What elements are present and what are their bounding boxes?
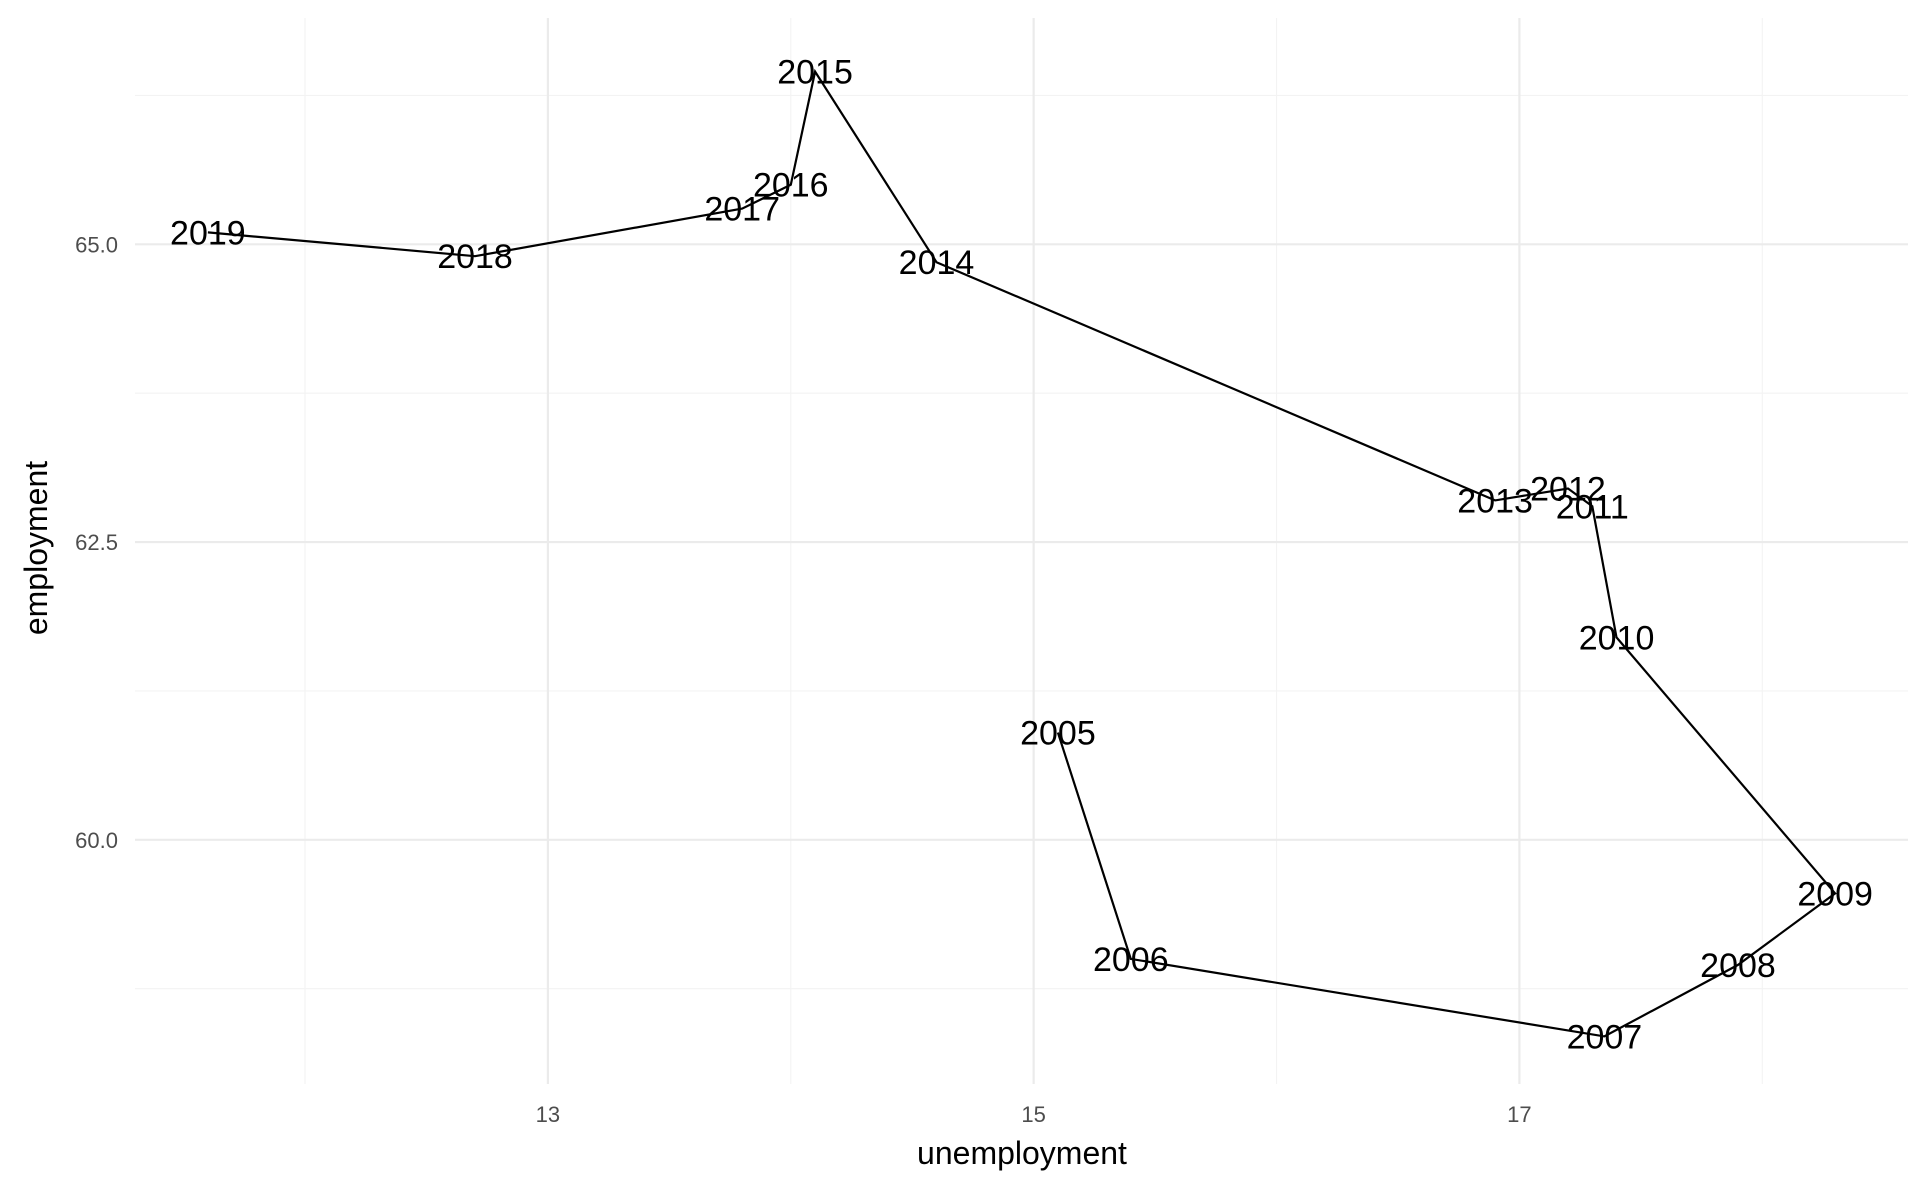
y-axis-tick-labels: 60.0 62.5 65.0 bbox=[75, 232, 118, 853]
point-label-2014: 2014 bbox=[899, 244, 975, 282]
x-axis-title: unemployment bbox=[917, 1135, 1127, 1171]
point-label-2009: 2009 bbox=[1797, 875, 1873, 913]
y-tick-label: 60.0 bbox=[75, 828, 118, 853]
point-label-2006: 2006 bbox=[1093, 941, 1169, 979]
point-label-2005: 2005 bbox=[1020, 715, 1096, 753]
point-label-2013: 2013 bbox=[1457, 482, 1533, 520]
x-axis-tick-labels: 13 15 17 bbox=[536, 1102, 1532, 1127]
series-line bbox=[207, 68, 1837, 1038]
point-label-2015: 2015 bbox=[777, 54, 853, 92]
point-label-2010: 2010 bbox=[1579, 619, 1655, 657]
y-tick-label: 62.5 bbox=[75, 530, 118, 555]
point-label-2011: 2011 bbox=[1556, 488, 1629, 526]
y-tick-label: 65.0 bbox=[75, 232, 118, 257]
minor-gridlines bbox=[135, 18, 1908, 1084]
point-label-2007: 2007 bbox=[1567, 1018, 1643, 1056]
point-label-2012: 2012 bbox=[1530, 470, 1606, 508]
y-axis-title: employment bbox=[18, 461, 54, 635]
x-tick-label: 13 bbox=[536, 1102, 560, 1127]
major-gridlines bbox=[135, 18, 1908, 1084]
point-label-2019: 2019 bbox=[170, 214, 246, 252]
point-label-2018: 2018 bbox=[437, 238, 513, 276]
point-label-2016: 2016 bbox=[753, 167, 829, 205]
point-label-2008: 2008 bbox=[1700, 947, 1776, 985]
x-tick-label: 17 bbox=[1507, 1102, 1531, 1127]
x-tick-label: 15 bbox=[1021, 1102, 1045, 1127]
point-label-2017: 2017 bbox=[704, 191, 780, 229]
